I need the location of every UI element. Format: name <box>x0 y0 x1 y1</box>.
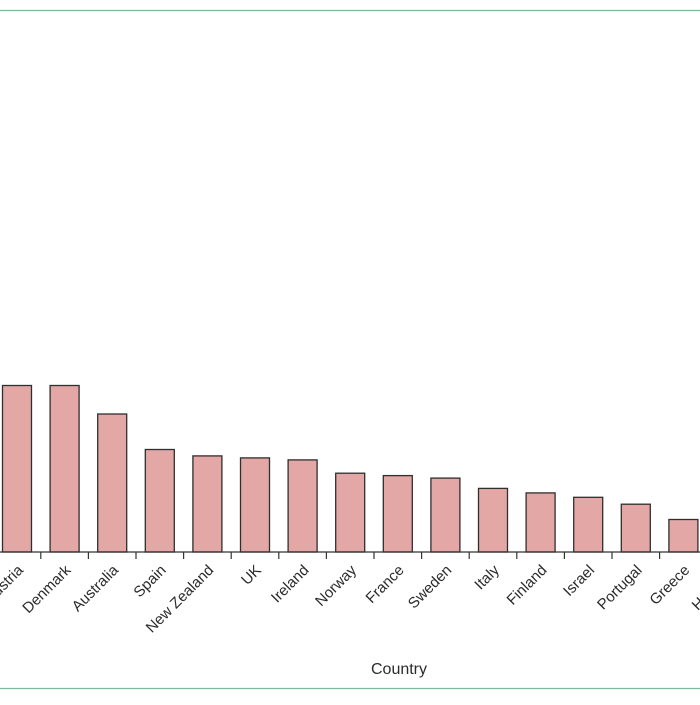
tick-label-portugal: Portugal <box>594 562 646 614</box>
x-ticks-group <box>41 552 700 559</box>
bar-italy <box>479 488 508 552</box>
tick-label-spain: Spain <box>130 562 169 601</box>
bar-spain <box>145 450 174 553</box>
bar-uk <box>241 458 270 552</box>
bar-australia <box>98 414 127 552</box>
tick-label-france: France <box>363 562 408 607</box>
tick-label-norway: Norway <box>312 561 360 609</box>
bar-israel <box>574 497 603 552</box>
tick-label-sweden: Sweden <box>405 562 455 612</box>
bar-austria <box>3 386 32 553</box>
tick-label-hungary: Hungary <box>689 561 700 613</box>
bar-denmark <box>50 386 79 553</box>
bar-new-zealand <box>193 456 222 552</box>
bar-finland <box>526 493 555 552</box>
tick-label-denmark: Denmark <box>19 561 74 616</box>
tick-label-israel: Israel <box>560 562 598 600</box>
bar-france <box>383 476 412 552</box>
tick-label-uk: UK <box>238 562 265 589</box>
x-axis-label: Country <box>371 661 427 678</box>
bar-sweden <box>431 478 460 552</box>
tick-label-italy: Italy <box>471 561 503 593</box>
tick-label-greece: Greece <box>646 562 693 609</box>
tick-label-finland: Finland <box>504 562 551 609</box>
tick-label-ireland: Ireland <box>268 562 312 606</box>
tick-label-australia: Australia <box>69 561 123 615</box>
bar-greece <box>669 520 698 553</box>
bar-portugal <box>621 504 650 552</box>
bars-group <box>3 386 700 553</box>
bar-ireland <box>288 460 317 552</box>
bar-norway <box>336 473 365 552</box>
